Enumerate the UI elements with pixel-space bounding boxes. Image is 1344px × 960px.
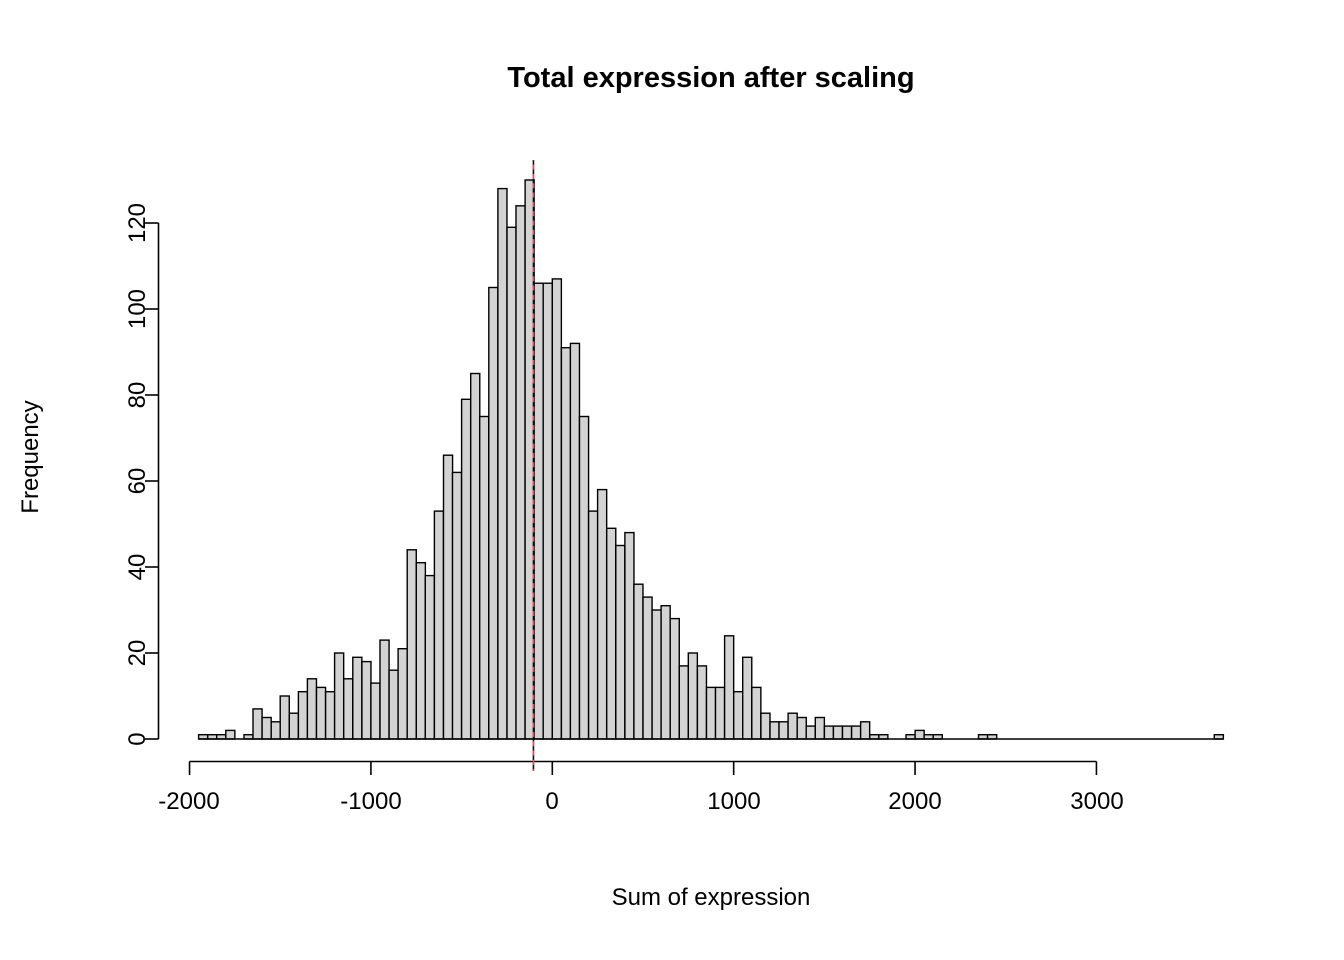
histogram-bar (515, 205, 526, 740)
histogram-bar (624, 531, 635, 740)
x-tick-label: 0 (545, 788, 559, 815)
histogram-bar (859, 721, 871, 740)
histogram-bar (751, 686, 762, 740)
histogram-bar (279, 695, 290, 740)
histogram-bar (442, 454, 454, 740)
histogram-bar (306, 678, 318, 740)
histogram-bar (587, 510, 599, 740)
histogram-bar (805, 725, 816, 740)
histogram-bar (261, 716, 272, 740)
histogram-bar (615, 544, 626, 740)
histogram-bar (669, 617, 680, 740)
histogram-bar (406, 549, 417, 740)
histogram-bar (560, 347, 572, 740)
histogram-bar (606, 527, 617, 740)
histogram-bar (633, 583, 644, 740)
histogram-bar (678, 665, 690, 740)
histogram-bar (497, 187, 508, 740)
histogram-bar (488, 286, 499, 740)
y-axis-label: Frequency (17, 400, 44, 514)
histogram-bar (914, 729, 925, 740)
histogram-bar (569, 342, 581, 740)
histogram-bar (343, 678, 354, 740)
x-axis-label: Sum of expression (611, 884, 811, 911)
histogram-bar (742, 656, 753, 740)
chart-title: Total expression after scaling (507, 62, 915, 94)
histogram-bar (850, 725, 862, 740)
x-tick-label: 3000 (1070, 788, 1124, 815)
histogram-bar (225, 729, 236, 740)
x-tick-label: -1000 (340, 788, 402, 815)
histogram-bar (415, 562, 427, 740)
histogram-bar (460, 398, 472, 740)
x-tick-label: 1000 (707, 788, 761, 815)
histogram-bar (388, 669, 399, 740)
histogram-bar (551, 278, 563, 740)
histogram-bar (660, 605, 671, 740)
histogram-bar (361, 660, 372, 740)
histogram-bar (379, 639, 390, 740)
histogram-bar (651, 609, 662, 740)
histogram-bar (705, 686, 717, 740)
histogram-bar (733, 691, 744, 740)
histogram-bar (832, 725, 844, 740)
histogram-bar (696, 665, 708, 740)
histogram-bar (578, 415, 590, 740)
histogram-bar (814, 716, 826, 740)
histogram-bar (252, 708, 263, 740)
histogram-bar (470, 372, 481, 740)
histogram-bar (787, 712, 798, 740)
histogram-bar (324, 691, 336, 740)
histogram-bar (506, 226, 517, 740)
histogram-bar (370, 682, 381, 740)
histogram-bar (723, 635, 735, 740)
histogram-bar (397, 648, 408, 740)
histogram-bar (841, 725, 853, 740)
y-tick-label: 120 (124, 202, 151, 244)
histogram-bar (288, 712, 300, 740)
histogram-bar (479, 415, 490, 740)
x-tick-label: 2000 (888, 788, 942, 815)
histogram-bar (769, 721, 780, 740)
histogram-bar (714, 686, 726, 740)
histogram-bar (760, 712, 771, 740)
histogram-bar (270, 721, 281, 740)
x-tick-label: -2000 (158, 788, 220, 815)
histogram-bar (823, 725, 835, 740)
histogram-bar (451, 471, 463, 740)
histogram-bar (352, 656, 363, 740)
histogram-bar (433, 510, 445, 740)
histogram-bar (533, 282, 544, 740)
histogram-bar (642, 596, 653, 740)
histogram-bar (778, 721, 789, 740)
histogram-bar (596, 488, 608, 740)
histogram-bar (333, 652, 345, 740)
histogram-bar (315, 686, 327, 740)
histogram-bar (424, 574, 436, 740)
histogram-bar (687, 652, 699, 740)
histogram-bar (542, 282, 553, 740)
histogram-bar (796, 716, 807, 740)
histogram-bar (297, 691, 309, 740)
